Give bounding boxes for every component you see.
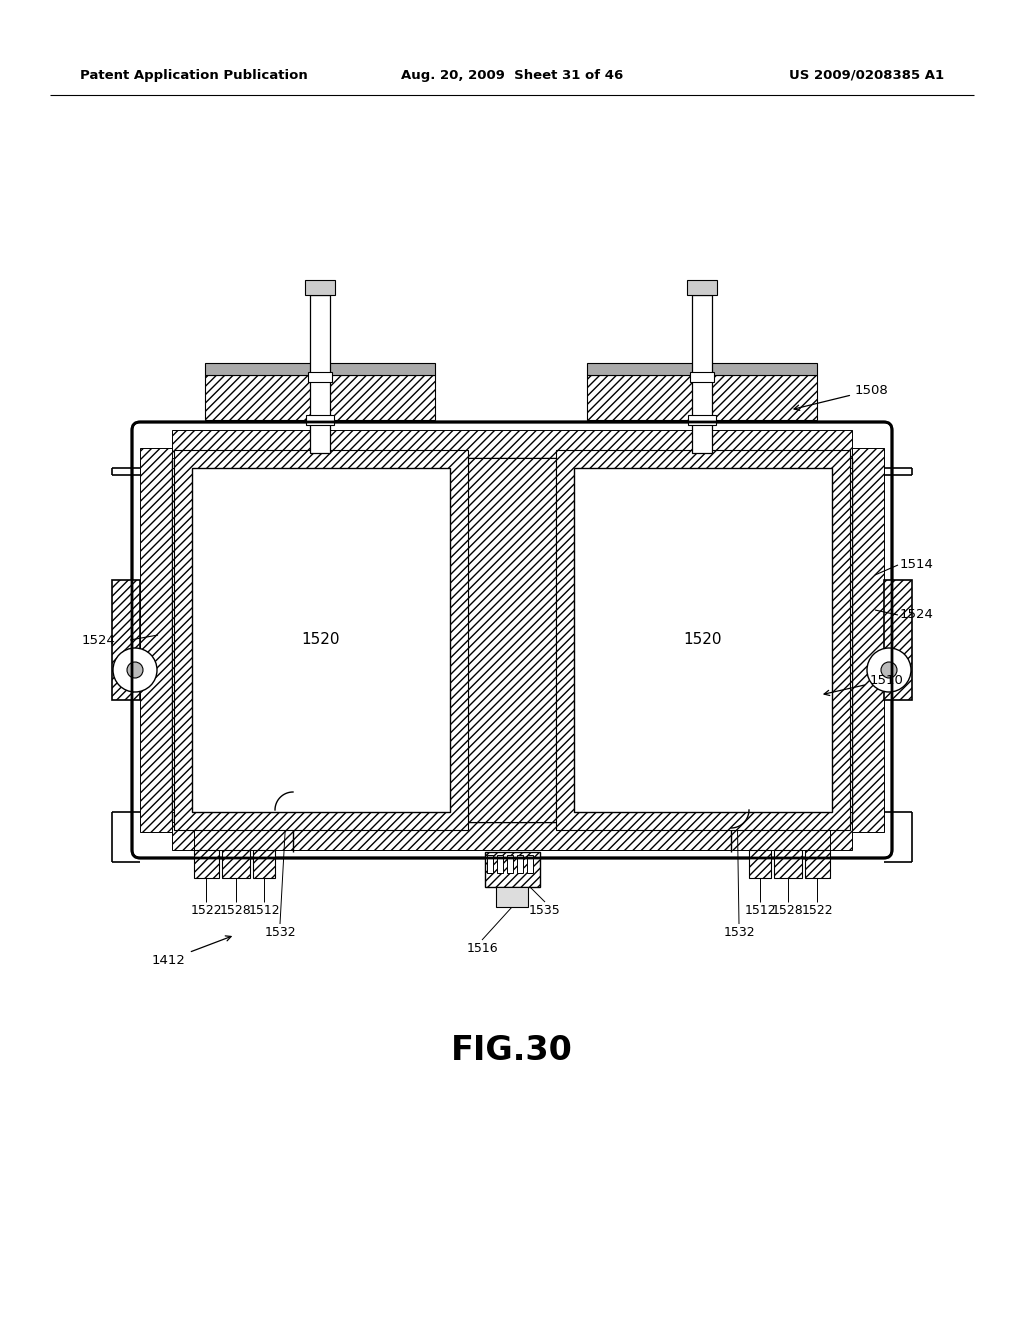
Bar <box>497 855 503 873</box>
Text: 1532: 1532 <box>264 925 296 939</box>
Bar <box>308 372 332 381</box>
Bar <box>587 375 817 420</box>
Bar <box>688 414 716 425</box>
Bar <box>253 850 275 878</box>
Bar <box>587 363 817 375</box>
Bar <box>487 855 493 873</box>
Bar <box>507 855 513 873</box>
Text: 1528: 1528 <box>772 903 804 916</box>
Text: 1524: 1524 <box>900 609 934 622</box>
Text: 1532: 1532 <box>723 925 755 939</box>
Text: 1520: 1520 <box>302 632 340 648</box>
Bar <box>690 372 714 381</box>
Bar <box>852 447 884 832</box>
Bar <box>194 850 219 878</box>
Bar <box>468 458 556 822</box>
Text: 1512: 1512 <box>744 903 776 916</box>
Bar <box>749 850 771 878</box>
Bar <box>468 756 556 822</box>
Bar <box>222 850 250 878</box>
Bar <box>172 822 852 850</box>
Circle shape <box>127 663 143 678</box>
Bar <box>556 450 850 830</box>
Bar <box>517 855 523 873</box>
Bar <box>305 280 335 294</box>
Text: 1522: 1522 <box>801 903 833 916</box>
Circle shape <box>881 663 897 678</box>
Bar <box>174 756 194 822</box>
Bar <box>205 375 435 420</box>
Text: US 2009/0208385 A1: US 2009/0208385 A1 <box>788 69 944 82</box>
Text: 1535: 1535 <box>529 903 561 916</box>
FancyBboxPatch shape <box>132 422 892 858</box>
Bar <box>194 822 830 850</box>
Text: 1522: 1522 <box>190 903 222 916</box>
Bar <box>193 469 450 812</box>
Bar <box>527 855 534 873</box>
Bar <box>496 887 528 907</box>
Text: 1514: 1514 <box>900 558 934 572</box>
Circle shape <box>867 648 911 692</box>
Text: Patent Application Publication: Patent Application Publication <box>80 69 308 82</box>
Circle shape <box>113 648 157 692</box>
Bar <box>140 447 172 832</box>
Text: 1528: 1528 <box>220 903 252 916</box>
Text: Aug. 20, 2009  Sheet 31 of 46: Aug. 20, 2009 Sheet 31 of 46 <box>400 69 624 82</box>
Text: 1510: 1510 <box>824 673 904 696</box>
Bar <box>774 850 802 878</box>
Bar <box>174 450 468 830</box>
Text: 1512: 1512 <box>248 903 280 916</box>
Bar <box>692 294 712 453</box>
Bar <box>306 414 334 425</box>
Bar <box>830 756 850 822</box>
Text: 1412: 1412 <box>152 936 231 966</box>
Bar <box>830 469 852 812</box>
Text: 1516: 1516 <box>466 941 498 954</box>
Bar <box>310 294 330 453</box>
Text: FIG.30: FIG.30 <box>451 1034 573 1067</box>
Bar <box>112 579 140 700</box>
Text: 1520: 1520 <box>684 632 722 648</box>
Text: 1524: 1524 <box>82 634 116 647</box>
Bar <box>172 469 194 812</box>
Bar <box>884 579 912 700</box>
Text: 1508: 1508 <box>794 384 889 411</box>
Bar <box>485 851 540 887</box>
Bar <box>205 363 435 375</box>
Bar <box>172 430 852 458</box>
Bar <box>805 850 830 878</box>
Bar <box>574 469 831 812</box>
Bar <box>687 280 717 294</box>
